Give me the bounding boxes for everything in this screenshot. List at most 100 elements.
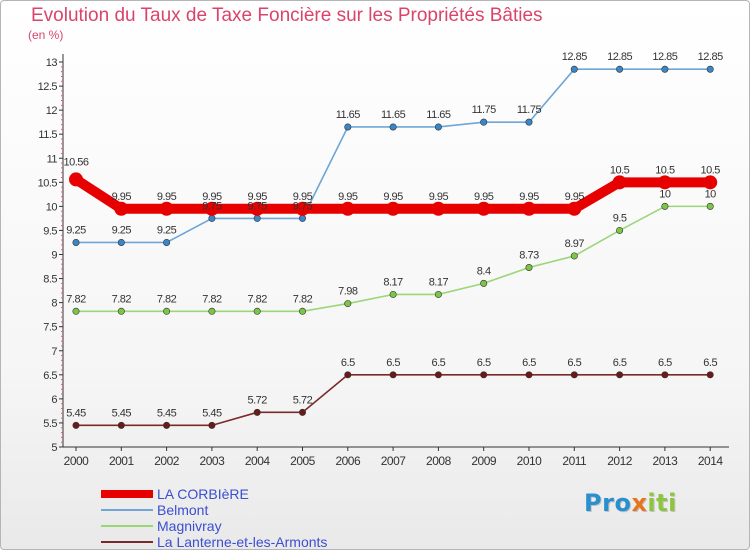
chart-title: Evolution du Taux de Taxe Foncière sur l… bbox=[31, 5, 543, 26]
legend-item: LA CORBIèRE bbox=[101, 486, 327, 502]
data-label: 9.95 bbox=[474, 191, 494, 203]
data-point bbox=[525, 263, 533, 271]
data-label: 10 bbox=[705, 188, 717, 200]
data-label: 10.5 bbox=[700, 164, 720, 176]
y-unit-label: (en %) bbox=[28, 28, 64, 42]
x-tick-label: 2004 bbox=[245, 454, 271, 468]
y-tick-label: 10.5 bbox=[38, 177, 58, 189]
data-point bbox=[525, 118, 533, 126]
legend-item: Magnivray bbox=[101, 518, 327, 534]
data-label: 9.95 bbox=[202, 191, 222, 203]
data-label: 7.82 bbox=[157, 293, 177, 305]
data-label: 9.95 bbox=[383, 191, 403, 203]
data-point bbox=[522, 201, 536, 216]
data-point bbox=[434, 371, 442, 379]
data-point bbox=[344, 300, 352, 308]
data-point bbox=[657, 175, 672, 190]
y-tick-label: 13 bbox=[46, 57, 58, 69]
data-label: 5.72 bbox=[247, 394, 267, 406]
data-point bbox=[344, 371, 352, 379]
data-point bbox=[706, 202, 714, 210]
y-tick-label: 7.5 bbox=[43, 322, 57, 334]
data-label: 6.5 bbox=[477, 357, 491, 369]
data-point bbox=[298, 307, 306, 315]
legend-label: La Lanterne-et-les-Armonts bbox=[157, 534, 328, 550]
data-label: 9.95 bbox=[338, 191, 358, 203]
data-point bbox=[480, 371, 488, 379]
data-point bbox=[298, 408, 306, 416]
data-label: 9.25 bbox=[112, 224, 132, 236]
data-point bbox=[253, 214, 261, 222]
data-point bbox=[208, 421, 216, 429]
data-point bbox=[616, 226, 624, 234]
y-tick-label: 7 bbox=[51, 346, 57, 358]
data-label: 5.45 bbox=[157, 407, 177, 419]
data-label: 5.45 bbox=[202, 407, 222, 419]
data-point bbox=[706, 65, 714, 73]
data-point bbox=[480, 279, 488, 287]
data-point bbox=[298, 214, 306, 222]
data-label: 11.65 bbox=[336, 109, 361, 121]
x-tick-label: 2001 bbox=[109, 454, 135, 468]
data-label: 6.5 bbox=[432, 357, 446, 369]
data-label: 6.5 bbox=[658, 357, 672, 369]
data-point bbox=[204, 201, 219, 216]
x-tick-label: 2010 bbox=[517, 454, 543, 468]
data-point bbox=[570, 252, 578, 260]
x-tick-label: 2009 bbox=[471, 454, 497, 468]
y-tick-label: 5 bbox=[51, 442, 57, 454]
data-point bbox=[434, 290, 442, 298]
data-point bbox=[117, 238, 125, 246]
data-label: 10.5 bbox=[655, 164, 675, 176]
legend: LA CORBIèRE Belmont Magnivray La Lanterne-e… bbox=[101, 486, 328, 550]
y-tick-label: 8.5 bbox=[43, 274, 57, 286]
data-label: 9.5 bbox=[613, 212, 627, 224]
legend-label: Magnivray bbox=[157, 518, 222, 534]
data-point bbox=[570, 371, 578, 379]
data-point bbox=[163, 421, 171, 429]
data-label: 8.4 bbox=[477, 265, 491, 277]
proxiti-logo: Proxiti bbox=[584, 489, 677, 517]
x-tick-label: 2008 bbox=[426, 454, 452, 468]
y-tick-label: 10 bbox=[46, 201, 58, 213]
data-point bbox=[72, 238, 80, 246]
data-label: 12.85 bbox=[698, 51, 723, 63]
data-point bbox=[69, 172, 83, 187]
data-point bbox=[117, 421, 125, 429]
data-label: 10 bbox=[659, 188, 671, 200]
data-point bbox=[612, 175, 627, 190]
data-point bbox=[525, 371, 533, 379]
y-tick-label: 9.5 bbox=[43, 225, 57, 237]
data-point bbox=[208, 307, 216, 315]
data-label: 6.5 bbox=[386, 357, 400, 369]
data-point bbox=[114, 201, 129, 216]
data-point bbox=[163, 238, 171, 246]
data-label: 7.98 bbox=[338, 286, 358, 298]
y-tick-label: 9 bbox=[51, 250, 57, 262]
x-tick-label: 2007 bbox=[381, 454, 407, 468]
data-point bbox=[661, 65, 669, 73]
data-point bbox=[567, 201, 582, 216]
data-label: 9.95 bbox=[565, 191, 585, 203]
data-point bbox=[253, 307, 261, 315]
legend-swatch bbox=[101, 509, 153, 511]
data-label: 11.65 bbox=[381, 109, 406, 121]
data-point bbox=[208, 214, 216, 222]
data-label: 7.82 bbox=[202, 293, 222, 305]
y-tick-label: 12 bbox=[46, 105, 58, 117]
y-tick-label: 5.5 bbox=[43, 418, 57, 430]
data-label: 5.45 bbox=[66, 407, 86, 419]
x-tick-label: 2014 bbox=[698, 454, 724, 468]
data-label: 6.5 bbox=[341, 357, 355, 369]
data-label: 8.17 bbox=[429, 276, 449, 288]
data-point bbox=[163, 307, 171, 315]
data-point bbox=[661, 371, 669, 379]
data-label: 12.85 bbox=[562, 51, 587, 63]
data-point bbox=[431, 201, 446, 216]
data-label: 9.95 bbox=[157, 191, 177, 203]
data-label: 6.5 bbox=[613, 357, 627, 369]
data-label: 9.25 bbox=[157, 224, 177, 236]
data-label: 8.17 bbox=[383, 276, 403, 288]
y-tick-label: 11 bbox=[47, 153, 58, 165]
